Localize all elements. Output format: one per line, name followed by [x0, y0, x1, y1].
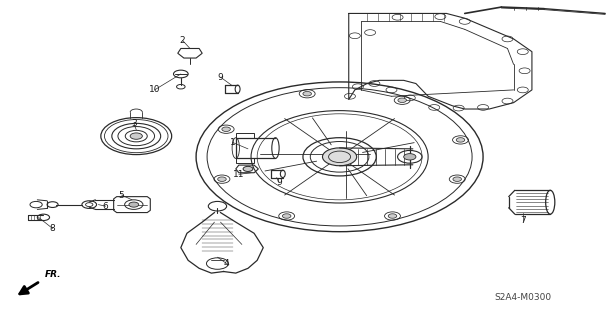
Text: 9: 9	[276, 178, 282, 187]
Text: 5: 5	[119, 190, 124, 200]
Circle shape	[218, 177, 226, 181]
Text: 2: 2	[180, 36, 185, 45]
Circle shape	[453, 177, 461, 181]
Text: 1: 1	[230, 138, 236, 147]
Circle shape	[398, 98, 406, 102]
Circle shape	[222, 127, 230, 132]
Text: S2A4-M0300: S2A4-M0300	[494, 292, 551, 301]
Text: FR.: FR.	[45, 270, 62, 279]
Circle shape	[303, 92, 312, 96]
Text: 6: 6	[103, 202, 108, 211]
Text: 10: 10	[149, 85, 160, 94]
Text: 7: 7	[520, 216, 526, 225]
Text: 9: 9	[218, 73, 223, 82]
Circle shape	[282, 214, 291, 218]
Circle shape	[404, 154, 416, 160]
Circle shape	[243, 166, 253, 172]
Circle shape	[456, 138, 465, 142]
Text: 11: 11	[233, 170, 245, 179]
Text: 8: 8	[50, 224, 56, 233]
Circle shape	[388, 214, 397, 218]
Text: 4: 4	[224, 259, 230, 268]
Circle shape	[130, 133, 143, 139]
Text: 3: 3	[131, 119, 136, 128]
Circle shape	[129, 202, 139, 207]
Circle shape	[323, 148, 357, 166]
